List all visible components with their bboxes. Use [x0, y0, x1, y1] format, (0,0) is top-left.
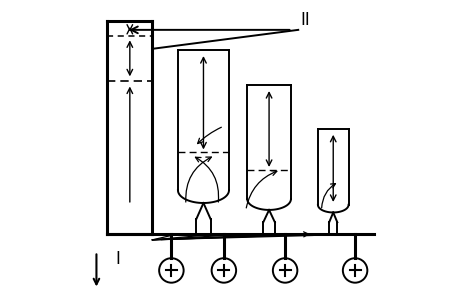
Text: II: II — [301, 11, 310, 29]
Text: I: I — [115, 250, 120, 268]
